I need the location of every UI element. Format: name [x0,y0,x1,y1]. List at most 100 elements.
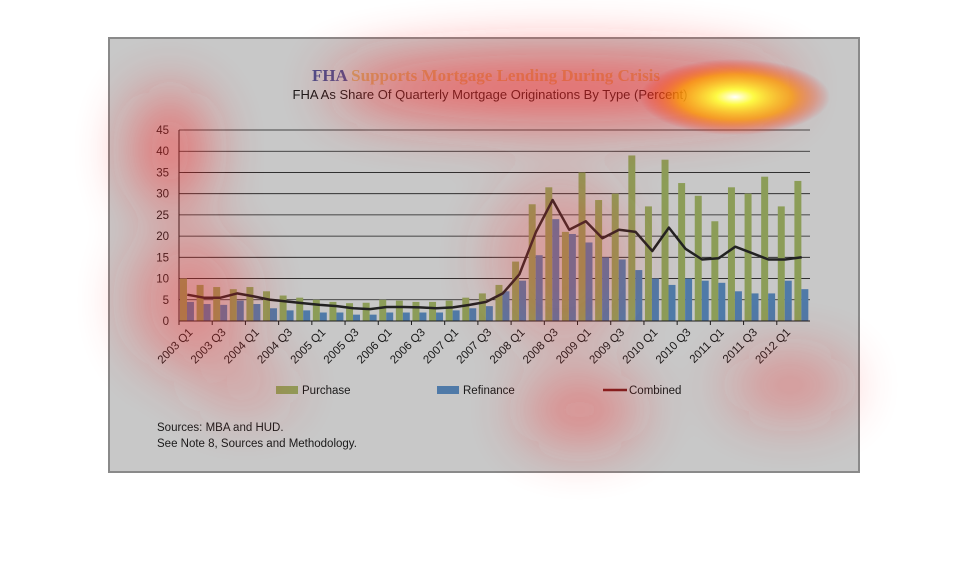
x-tick-label: 2007 Q3 [455,327,495,367]
bar-purchase [512,261,520,321]
x-tick-label: 2010 Q1 [621,327,661,367]
x-tick-label: 2008 Q3 [521,327,561,367]
x-tick-label: 2007 Q1 [421,327,461,367]
legend-swatch-refinance [437,386,459,394]
bar-purchase [628,155,636,321]
bar-purchase [561,231,569,321]
bar-purchase [246,287,254,321]
bar-purchase [346,303,354,321]
bar-purchase [761,176,769,321]
bar-layer [179,155,809,321]
y-tick-label: 15 [156,252,169,264]
y-tick-label: 10 [156,274,169,286]
y-tick-label: 45 [156,125,169,137]
x-tick-label: 2003 Q1 [156,327,196,367]
bar-refinance [286,310,294,321]
y-tick-label: 5 [163,295,169,307]
bar-refinance [734,291,742,321]
x-tick-label: 2006 Q1 [355,327,395,367]
bar-purchase [794,180,802,321]
x-tick-label: 2006 Q3 [388,327,428,367]
bar-purchase [429,301,437,321]
y-tick-label: 40 [156,146,169,158]
x-tick-label: 2004 Q3 [255,327,295,367]
x-tick-label: 2010 Q3 [654,327,694,367]
methodology-note: See Note 8, Sources and Methodology. [157,438,357,450]
x-tick-label: 2005 Q3 [322,327,362,367]
bar-purchase [329,301,337,321]
y-tick-label: 30 [156,189,169,201]
bar-refinance [220,304,228,321]
bar-purchase [744,193,752,321]
bar-refinance [386,312,394,321]
bar-purchase [711,221,719,321]
bar-purchase [445,300,453,321]
bar-purchase [379,299,387,321]
bar-purchase [578,172,586,321]
bar-purchase [179,278,187,321]
bar-refinance [668,284,676,321]
bar-purchase [312,299,320,321]
bar-refinance [236,300,244,321]
bar-refinance [203,304,211,321]
bar-refinance [419,312,427,321]
x-tick-label: 2004 Q1 [222,327,262,367]
bar-refinance [701,280,709,321]
bar-refinance [602,257,610,321]
chart-svg: FHA Supports Mortgage Lending During Cri… [156,66,810,450]
bar-purchase [362,302,370,321]
y-tick-label: 20 [156,231,169,243]
bar-refinance [269,308,277,321]
bar-purchase [213,287,221,321]
bar-purchase [279,295,287,321]
bar-refinance [452,310,460,321]
bar-refinance [485,306,493,321]
x-tick-label: 2009 Q1 [554,327,594,367]
legend-label-purchase: Purchase [302,385,351,397]
legend: Purchase Refinance Combined [276,385,681,397]
bar-purchase [678,183,686,321]
bar-refinance [568,233,576,321]
bar-purchase [462,297,470,321]
bar-refinance [519,280,527,321]
bar-refinance [685,278,693,321]
bar-purchase [395,300,403,321]
bar-purchase [727,187,735,321]
bar-refinance [618,259,626,321]
bar-refinance [369,314,377,321]
bar-refinance [186,301,194,321]
legend-label-refinance: Refinance [463,385,515,397]
bar-refinance [469,308,477,321]
bar-refinance [319,312,327,321]
bar-purchase [777,206,785,321]
bar-purchase [595,200,603,321]
bar-purchase [196,284,204,321]
x-tick-label: 2005 Q1 [289,327,329,367]
bar-refinance [784,280,792,321]
title-rest: Supports Mortgage Lending During Crisis [347,66,660,85]
chart-frame: FHA Supports Mortgage Lending During Cri… [108,37,860,473]
bar-refinance [635,270,643,321]
bar-refinance [651,278,659,321]
bar-purchase [263,291,270,321]
bar-refinance [402,312,410,321]
x-tick-label: 2009 Q3 [587,327,627,367]
bar-purchase [611,193,619,321]
bar-refinance [535,255,543,321]
bar-purchase [296,297,304,321]
bar-purchase [528,204,536,321]
bar-refinance [768,293,776,321]
bar-refinance [585,242,593,321]
bar-refinance [502,291,510,321]
bar-refinance [751,293,759,321]
y-tick-label: 35 [156,167,169,179]
line-combined [187,198,802,311]
chart-subtitle: FHA As Share Of Quarterly Mortgage Origi… [293,87,688,102]
bar-purchase [412,301,420,321]
x-tick-label: 2011 Q1 [688,327,727,366]
bar-refinance [303,310,311,321]
x-tick-label: 2008 Q1 [488,327,528,367]
bar-purchase [495,284,503,321]
bar-refinance [336,312,344,321]
title-accent: FHA [312,66,349,85]
